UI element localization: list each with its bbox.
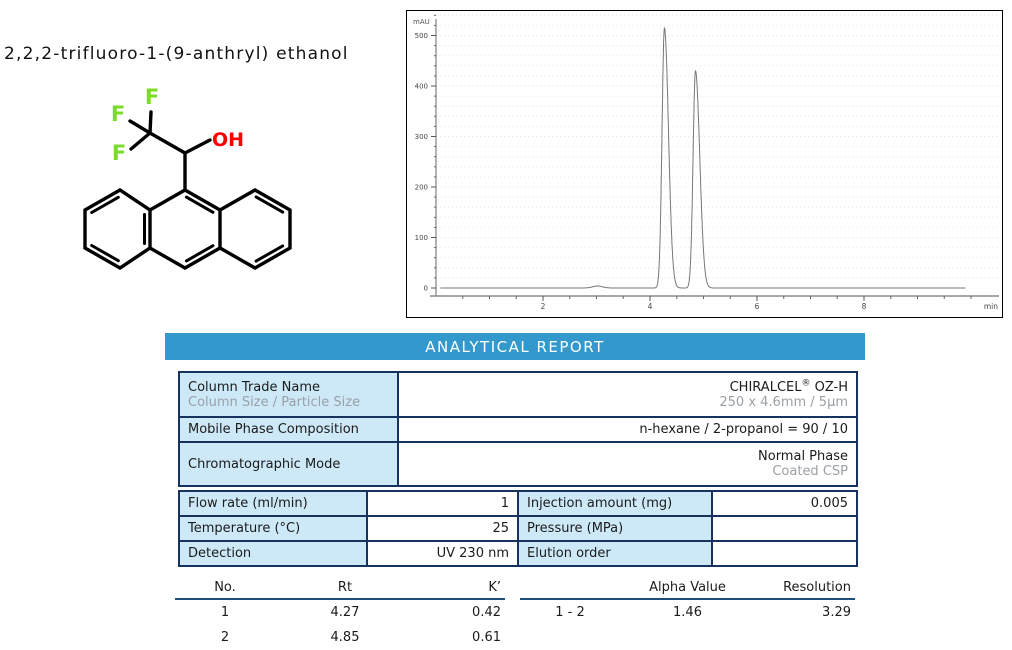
info-label-cell: Column Trade Name Column Size / Particle… — [178, 371, 399, 418]
param-value-cell: 1 — [366, 490, 519, 517]
double-bond-lines — [90, 195, 285, 263]
peak-no: 1 — [220, 605, 230, 620]
col-header-alpha: Alpha Value — [620, 576, 755, 600]
svg-text:300: 300 — [415, 133, 428, 141]
column-trade-name-value: CHIRALCEL® OZ-H — [729, 378, 848, 395]
svg-text:mAU: mAU — [413, 18, 430, 26]
info-label: Column Trade Name — [188, 379, 320, 395]
param-label-cell: Injection amount (mg) — [517, 490, 713, 517]
table-row: 1 - 2 1.46 3.29 — [520, 599, 855, 625]
table-row: 1 4.27 0.42 — [175, 599, 505, 625]
param-value-cell: 25 — [366, 515, 519, 542]
table-row: Mobile Phase Composition n-hexane / 2-pr… — [178, 416, 858, 443]
param-value-cell — [711, 515, 858, 542]
param-value-cell: UV 230 nm — [366, 540, 519, 567]
table-row: Temperature (°C) 25 Pressure (MPa) — [178, 515, 858, 542]
peak-kprime: 0.42 — [472, 605, 501, 620]
svg-text:2: 2 — [541, 302, 546, 311]
fluorine-atom-label: F — [111, 102, 125, 126]
svg-text:0: 0 — [424, 285, 428, 293]
svg-text:6: 6 — [755, 302, 760, 311]
table-row: Flow rate (ml/min) 1 Injection amount (m… — [178, 490, 858, 517]
peak-kprime: 0.61 — [472, 630, 501, 645]
col-header-resolution: Resolution — [755, 576, 855, 600]
chemical-structure-drawing: F F F OH — [83, 85, 292, 270]
info-label-cell: Mobile Phase Composition — [178, 416, 399, 443]
chromatographic-mode-value: Normal Phase — [758, 449, 848, 464]
bond-skeleton — [83, 110, 292, 270]
chromatogram-trace — [440, 27, 966, 289]
param-label-cell: Elution order — [517, 540, 713, 567]
parameters-table: Flow rate (ml/min) 1 Injection amount (m… — [178, 490, 858, 567]
peak-pair: 1 - 2 — [555, 605, 585, 620]
fluorine-atom-label: F — [145, 85, 159, 109]
info-sublabel: Column Size / Particle Size — [188, 394, 361, 410]
info-value-cell: CHIRALCEL® OZ-H 250 x 4.6mm / 5µm — [397, 371, 858, 418]
param-label-cell: Pressure (MPa) — [517, 515, 713, 542]
param-label-cell: Detection — [178, 540, 368, 567]
svg-text:200: 200 — [415, 184, 428, 192]
col-header-rt: Rt — [275, 576, 415, 600]
column-size-value: 250 x 4.6mm / 5µm — [719, 394, 848, 410]
peak-results-table: No. Rt K’ 1 4.27 0.42 2 4.85 0.61 — [175, 576, 505, 650]
svg-text:400: 400 — [415, 83, 428, 91]
peak-no: 2 — [220, 630, 230, 645]
svg-text:min: min — [984, 302, 998, 311]
param-label-cell: Temperature (°C) — [178, 515, 368, 542]
table-header-row: No. Rt K’ — [175, 576, 505, 600]
table-row: Column Trade Name Column Size / Particle… — [178, 371, 858, 418]
param-label-cell: Flow rate (ml/min) — [178, 490, 368, 517]
col-header-no: No. — [175, 576, 275, 600]
hydroxyl-group-label: OH — [212, 129, 244, 151]
table-row: Detection UV 230 nm Elution order — [178, 540, 858, 567]
table-row: Chromatographic Mode Normal Phase Coated… — [178, 441, 858, 487]
resolution-value: 3.29 — [822, 605, 851, 620]
fluorine-atom-label: F — [112, 141, 126, 165]
compound-name: 2,2,2-trifluoro-1-(9-anthryl) ethanol — [4, 44, 349, 64]
csp-type-value: Coated CSP — [772, 464, 848, 479]
col-header-blank — [520, 576, 620, 600]
param-value-cell: 0.005 — [711, 490, 858, 517]
col-header-kprime: K’ — [415, 576, 505, 600]
chromatogram-plot: 0 100 200 300 400 500 2 4 6 8 mAU min — [413, 14, 999, 311]
column-info-table: Column Trade Name Column Size / Particle… — [178, 371, 858, 487]
peak-rt: 4.85 — [330, 630, 360, 645]
separation-results-table: Alpha Value Resolution 1 - 2 1.46 3.29 — [520, 576, 855, 625]
mobile-phase-value: n-hexane / 2-propanol = 90 / 10 — [397, 416, 858, 443]
table-header-row: Alpha Value Resolution — [520, 576, 855, 600]
table-row: 2 4.85 0.61 — [175, 625, 505, 650]
report-header-bar: ANALYTICAL REPORT — [165, 333, 865, 360]
svg-text:8: 8 — [862, 302, 867, 311]
report-title: ANALYTICAL REPORT — [425, 337, 605, 356]
peak-rt: 4.27 — [330, 605, 360, 620]
info-label-cell: Chromatographic Mode — [178, 441, 399, 487]
alpha-value: 1.46 — [673, 605, 702, 620]
svg-text:100: 100 — [415, 234, 428, 242]
svg-text:500: 500 — [415, 32, 428, 40]
svg-text:4: 4 — [648, 302, 653, 311]
param-value-cell — [711, 540, 858, 567]
info-value-cell: Normal Phase Coated CSP — [397, 441, 858, 487]
chromatogram-panel: 0 100 200 300 400 500 2 4 6 8 mAU min — [406, 10, 1003, 318]
registered-trademark-symbol: ® — [801, 378, 811, 389]
